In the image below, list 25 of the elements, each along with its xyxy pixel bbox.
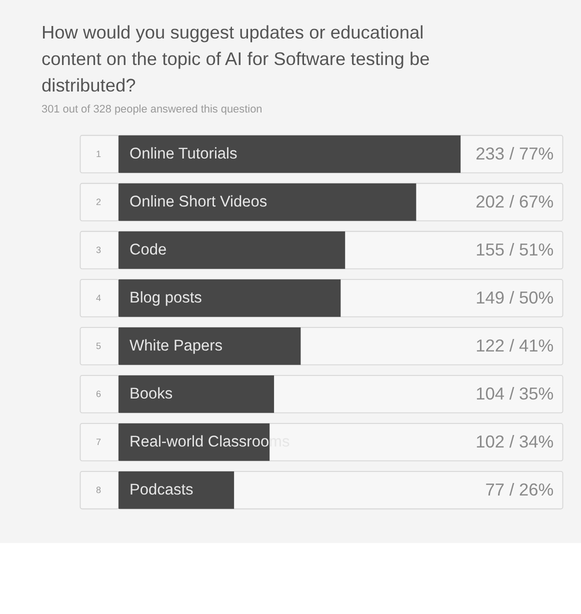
data-label: 102 / 34% xyxy=(476,432,554,452)
text: 5 xyxy=(96,340,102,351)
data-label: 233 / 77% xyxy=(476,144,554,164)
y-tick-label: Blog posts xyxy=(130,290,202,307)
data-label: 149 / 50% xyxy=(476,288,554,308)
data-label: 202 / 67% xyxy=(476,192,554,212)
y-tick-label: Books xyxy=(130,386,173,403)
text: 8 xyxy=(96,484,102,495)
text: 6 xyxy=(96,388,102,399)
y-tick-label: Online Short Videos xyxy=(130,194,268,211)
text: 4 xyxy=(96,292,102,303)
data-label: 155 / 51% xyxy=(476,240,554,260)
data-label: 77 / 26% xyxy=(485,480,554,500)
text: 1 xyxy=(96,148,102,159)
y-tick-label: Code xyxy=(130,242,167,259)
text: 3 xyxy=(96,244,102,255)
chart-title: How would you suggest updates or educational content on the topic of AI for Software testing be distributed? xyxy=(42,21,430,96)
text: 2 xyxy=(96,196,102,207)
chart-subtitle: 301 out of 328 people answered this question xyxy=(42,103,262,116)
data-label: 104 / 35% xyxy=(476,384,554,404)
y-tick-label: White Papers xyxy=(130,338,223,355)
y-tick-label: Podcasts xyxy=(130,482,194,499)
y-tick-label: Online Tutorials xyxy=(130,146,238,163)
text: 7 xyxy=(96,436,102,447)
data-label: 122 / 41% xyxy=(476,336,554,356)
